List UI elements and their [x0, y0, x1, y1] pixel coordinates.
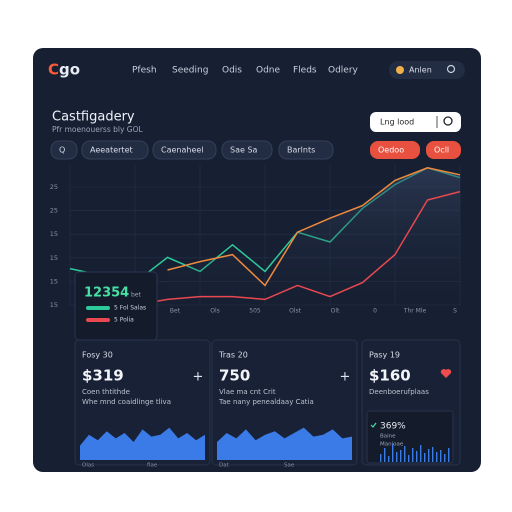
page-title: Castfigadery — [52, 110, 135, 125]
action-button[interactable] — [426, 141, 461, 159]
user-avatar — [396, 66, 404, 74]
sparkline-bar — [416, 451, 418, 462]
card-footer: Sae — [284, 463, 295, 469]
legend-swatch — [86, 306, 110, 310]
sparkline-bar — [400, 450, 402, 462]
sparkline-bar — [432, 447, 434, 462]
logo-mark: C — [48, 61, 59, 79]
card-line: Tae nany penealdaay Catia — [218, 398, 314, 406]
filter-label: Aeeatertet — [90, 146, 133, 155]
action-label: Oedoo — [378, 146, 404, 155]
inset-line: Baine — [380, 434, 396, 440]
user-name: Anlen — [409, 66, 432, 75]
series-line — [167, 167, 461, 287]
filter-pill[interactable] — [221, 140, 273, 160]
sparkline-bar — [380, 454, 382, 462]
sparkline-bar — [420, 445, 422, 462]
filter-pill[interactable] — [278, 140, 334, 160]
nav-item[interactable]: Odlery — [328, 66, 359, 76]
user-pill[interactable] — [389, 61, 465, 79]
nav-item[interactable]: Seeding — [172, 66, 208, 76]
sparkline-bar — [448, 448, 450, 462]
sparkline-bar — [436, 452, 438, 462]
x-label: Thr Mle — [403, 308, 427, 315]
filter-label: Q — [59, 146, 65, 155]
inset-line: Manioae — [380, 442, 404, 448]
x-label: 0 — [373, 308, 377, 315]
card-line: Deenboerufplaas — [369, 388, 429, 396]
card-value: $160 — [369, 367, 411, 385]
sparkline-area — [80, 427, 205, 460]
legend-swatch — [86, 318, 110, 322]
nav-item[interactable]: Fleds — [293, 66, 317, 76]
nav-item[interactable]: Odis — [222, 66, 242, 76]
add-icon[interactable]: + — [340, 370, 351, 385]
sparkline-bar — [384, 448, 386, 462]
sparkline-bar — [408, 455, 410, 462]
card-value: $319 — [82, 367, 124, 385]
summary-value: 12354 — [84, 286, 129, 301]
filter-label: Barlnts — [287, 146, 315, 155]
card-footer: Dat — [219, 463, 230, 469]
legend-label: 5 Fol Salas — [114, 305, 146, 312]
y-label: 25 — [50, 183, 58, 191]
x-label: Ols — [210, 308, 220, 315]
y-label: 15 — [50, 301, 58, 309]
sparkline-bar — [412, 448, 414, 462]
card-line: Whe mnd coaidlinge tliva — [82, 398, 171, 406]
x-label: Olst — [289, 308, 302, 315]
action-label: Ocll — [434, 146, 449, 155]
sparkline-bar — [396, 452, 398, 462]
heart-icon[interactable] — [440, 369, 452, 378]
sparkline-bar — [444, 454, 446, 462]
search-box[interactable] — [370, 112, 461, 132]
filter-label: Sae Sa — [230, 146, 258, 155]
filter-label: Caenaheel — [161, 146, 204, 155]
search-icon[interactable] — [446, 64, 456, 74]
y-label: 15 — [50, 230, 58, 238]
area-fill — [167, 167, 460, 305]
y-label: 15 — [50, 254, 58, 262]
x-label: 505 — [249, 308, 261, 315]
y-label: 15 — [50, 277, 58, 285]
summary-unit: bet — [131, 292, 142, 299]
filter-pill[interactable] — [152, 140, 217, 160]
add-icon[interactable]: + — [193, 370, 204, 385]
x-label: Bet — [170, 308, 181, 315]
card-label: Fosy 30 — [82, 351, 113, 360]
card-label: Pasy 19 — [369, 351, 400, 360]
page-subtitle: Pfr moenouerss bly GOL — [52, 125, 144, 134]
sparkline-bar — [424, 453, 426, 462]
filter-pill[interactable] — [50, 140, 78, 160]
nav-item[interactable]: Pfesh — [132, 66, 157, 76]
card-value: 750 — [219, 367, 250, 385]
inset-box — [366, 410, 454, 464]
sparkline-bar — [428, 449, 430, 462]
card-footer: Olas — [82, 463, 94, 469]
nav-item[interactable]: Odne — [256, 66, 281, 76]
check-icon — [370, 422, 377, 428]
inset-value: 369% — [380, 422, 406, 432]
action-button[interactable] — [370, 141, 420, 159]
sparkline-bar — [404, 446, 406, 462]
series-line — [134, 190, 461, 306]
x-label: Olt — [331, 308, 340, 315]
sparkline-bar — [440, 450, 442, 462]
card-footer: flae — [147, 463, 158, 469]
card-line: Vlae ma cnt Crit — [219, 388, 276, 396]
sparkline-bar — [392, 444, 394, 462]
search-glass — [443, 116, 453, 126]
logo-text: go — [59, 61, 80, 79]
filter-pill[interactable] — [81, 140, 149, 160]
sparkline-area — [217, 427, 352, 460]
legend-label: 5 Polia — [114, 317, 134, 324]
card-line: Coen thtithde — [82, 388, 130, 396]
card-label: Tras 20 — [218, 351, 248, 360]
y-label: 25 — [50, 207, 58, 215]
search-text: Lng lood — [380, 118, 414, 127]
sparkline-bar — [388, 456, 390, 462]
x-label: S — [453, 308, 457, 315]
